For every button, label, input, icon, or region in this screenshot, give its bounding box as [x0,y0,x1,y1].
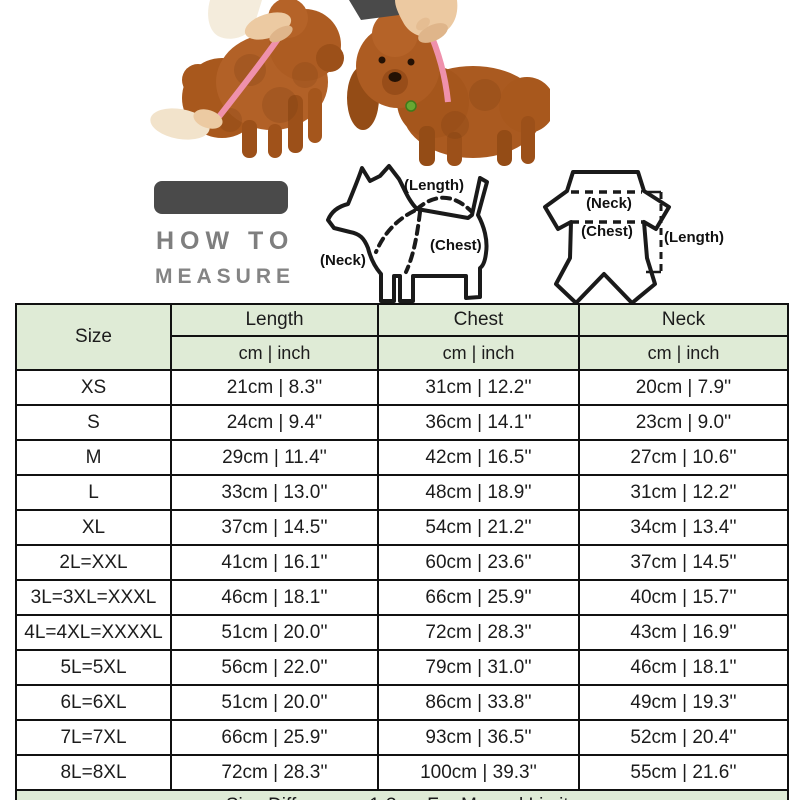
length-cell: 37cm | 14.5'' [170,509,379,546]
dog-length-measure-photo [150,0,370,162]
how-to-measure-block: HOW TO MEASURE [150,170,310,300]
garment-outline-drawing [543,170,671,304]
neck-cell: 40cm | 15.7'' [578,579,789,616]
neck-cell: 46cm | 18.1'' [578,649,789,686]
dog-eye [407,58,415,66]
dog-photo-front-illustration [347,0,550,166]
table-row: XS 21cm | 8.3'' 31cm | 12.2'' 20cm | 7.9… [15,369,789,406]
size-cell: XS [15,369,172,406]
table-row: M 29cm | 11.4'' 42cm | 16.5'' 27cm | 10.… [15,439,789,476]
size-cell: 8L=8XL [15,754,172,791]
table-row: S 24cm | 9.4'' 36cm | 14.1'' 23cm | 9.0'… [15,404,789,441]
chest-cell: 36cm | 14.1'' [377,404,580,441]
dog-measurement-diagram: (Length) (Chest) (Neck) [320,158,555,304]
neck-cell: 27cm | 10.6'' [578,439,789,476]
measure-heading: MEASURE [155,265,296,288]
chest-cell: 42cm | 16.5'' [377,439,580,476]
length-label: (Length) [664,229,724,246]
size-cell: 6L=6XL [15,684,172,721]
length-cell: 41cm | 16.1'' [170,544,379,581]
neck-cell: 31cm | 12.2'' [578,474,789,511]
chest-label: (Chest) [581,223,633,240]
table-row: L 33cm | 13.0'' 48cm | 18.9'' 31cm | 12.… [15,474,789,511]
chest-cell: 48cm | 18.9'' [377,474,580,511]
neck-dashed-line [374,209,416,254]
dog-eye [378,56,386,64]
neck-cell: 34cm | 13.4'' [578,509,789,546]
collar-tag [405,100,417,112]
neck-label: (Neck) [586,195,632,212]
chest-label: (Chest) [430,237,482,254]
measuring-tape [215,34,283,120]
header-length: Length [170,303,379,337]
size-cell: S [15,404,172,441]
table-row: 4L=4XL=XXXXL 51cm | 20.0'' 72cm | 28.3''… [15,614,789,651]
unit-header: cm | inch [170,335,379,371]
header-chest: Chest [377,303,580,337]
chest-cell: 54cm | 21.2'' [377,509,580,546]
table-row: 7L=7XL 66cm | 25.9'' 93cm | 36.5'' 52cm … [15,719,789,756]
chest-dashed-line [404,210,422,274]
size-cell: 3L=3XL=XXXL [15,579,172,616]
chest-cell: 66cm | 25.9'' [377,579,580,616]
table-footer-row: Size Differences 1-3cm For Manual Limits [15,789,789,800]
length-cell: 56cm | 22.0'' [170,649,379,686]
table-row: 8L=8XL 72cm | 28.3'' 100cm | 39.3'' 55cm… [15,754,789,791]
length-cell: 66cm | 25.9'' [170,719,379,756]
table-row: 6L=6XL 51cm | 20.0'' 86cm | 33.8'' 49cm … [15,684,789,721]
neck-cell: 20cm | 7.9'' [578,369,789,406]
table-row: 3L=3XL=XXXL 46cm | 18.1'' 66cm | 25.9'' … [15,579,789,616]
length-cell: 46cm | 18.1'' [170,579,379,616]
chest-cell: 79cm | 31.0'' [377,649,580,686]
length-cell: 72cm | 28.3'' [170,754,379,791]
header-size: Size [15,303,172,371]
unit-header: cm | inch [377,335,580,371]
neck-cell: 49cm | 19.3'' [578,684,789,721]
how-to-heading: HOW TO [156,227,295,255]
chest-cell: 60cm | 23.6'' [377,544,580,581]
size-cell: XL [15,509,172,546]
size-cell: 5L=5XL [15,649,172,686]
neck-cell: 55cm | 21.6'' [578,754,789,791]
length-dashed-line [415,195,474,214]
length-cell: 24cm | 9.4'' [170,404,379,441]
size-cell: M [15,439,172,476]
length-label: (Length) [404,177,464,194]
unit-header: cm | inch [578,335,789,371]
dog-photo-side-illustration [150,0,344,158]
dark-label-box [154,181,288,214]
chest-cell: 93cm | 36.5'' [377,719,580,756]
table-row: XL 37cm | 14.5'' 54cm | 21.2'' 34cm | 13… [15,509,789,546]
chest-cell: 100cm | 39.3'' [377,754,580,791]
neck-cell: 37cm | 14.5'' [578,544,789,581]
neck-cell: 52cm | 20.4'' [578,719,789,756]
dog-outline-drawing [326,164,489,303]
header-neck: Neck [578,303,789,337]
neck-cell: 43cm | 16.9'' [578,614,789,651]
neck-label: (Neck) [320,252,366,269]
dog-neck-measure-photo [335,0,550,168]
length-cell: 51cm | 20.0'' [170,614,379,651]
size-cell: 2L=XXL [15,544,172,581]
dog-nose [388,72,402,82]
size-chart-table: Size Length Chest Neck cm | inch cm | in… [15,303,789,800]
size-cell: 4L=4XL=XXXXL [15,614,172,651]
table-row: 2L=XXL 41cm | 16.1'' 60cm | 23.6'' 37cm … [15,544,789,581]
length-cell: 21cm | 8.3'' [170,369,379,406]
chest-cell: 72cm | 28.3'' [377,614,580,651]
length-cell: 51cm | 20.0'' [170,684,379,721]
length-cell: 33cm | 13.0'' [170,474,379,511]
chest-cell: 86cm | 33.8'' [377,684,580,721]
table-row: 5L=5XL 56cm | 22.0'' 79cm | 31.0'' 46cm … [15,649,789,686]
garment-measurement-diagram: (Neck) (Chest) (Length) [540,158,790,304]
length-cell: 29cm | 11.4'' [170,439,379,476]
length-bracket-caps [646,190,661,274]
size-cell: 7L=7XL [15,719,172,756]
size-note: Size Differences 1-3cm For Manual Limits [15,789,789,800]
neck-cell: 23cm | 9.0'' [578,404,789,441]
size-cell: L [15,474,172,511]
chest-cell: 31cm | 12.2'' [377,369,580,406]
